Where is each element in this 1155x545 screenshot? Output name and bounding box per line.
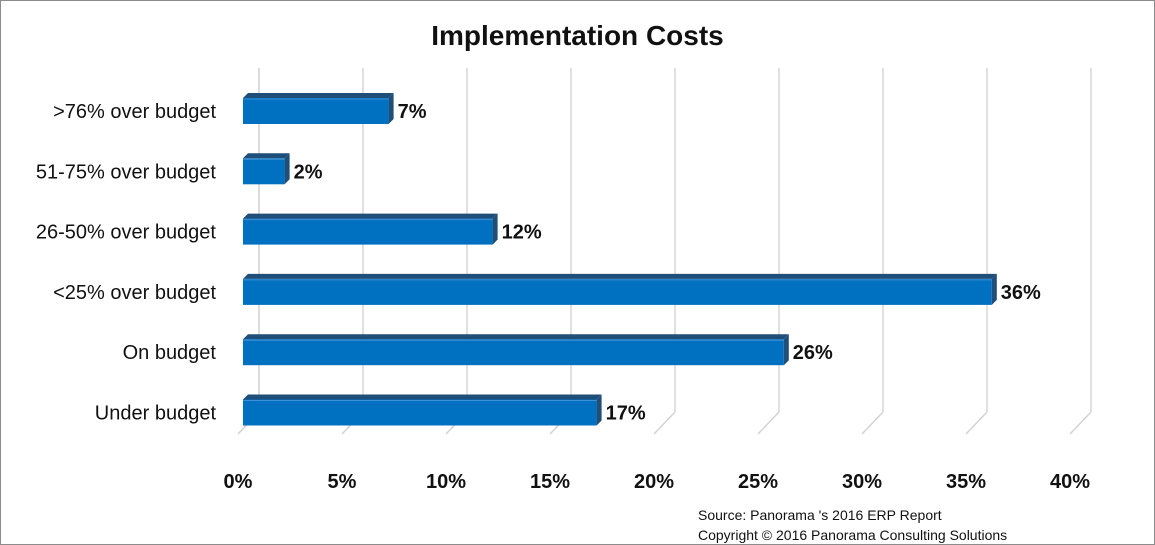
floor-gridline [965,411,988,435]
bar [243,98,389,124]
floor-gridline [1069,411,1092,435]
bar-side [284,153,290,185]
floor-gridline [861,411,884,435]
bar-side [991,273,997,305]
data-label: 2% [294,161,323,183]
chart-title: Implementation Costs [431,20,724,51]
bar-top [243,153,290,159]
x-tick-label: 25% [738,471,778,493]
bar-side [388,93,394,124]
data-label: 26% [793,342,833,364]
x-tick-label: 15% [530,471,570,493]
x-tick-label: 30% [842,471,882,493]
bar-top [243,394,602,400]
bar-top [243,93,394,98]
x-tick-label: 20% [634,471,674,493]
category-label: 51-75% over budget [36,161,217,183]
bar-top [243,213,498,219]
floor-gridline [653,411,676,435]
category-label: <25% over budget [53,282,216,304]
bar [243,278,992,305]
category-label: 26-50% over budget [36,222,217,244]
bar-top [243,273,997,279]
data-label: 7% [398,101,427,123]
x-tick-label: 0% [224,471,253,493]
source-note: Source: Panorama 's 2016 ERP Report Copy… [698,505,1007,545]
data-label: 17% [606,403,646,425]
bar-side [596,394,602,426]
source-line: Source: Panorama 's 2016 ERP Report [698,507,942,523]
bar-top [243,334,789,340]
copyright-line: Copyright © 2016 Panorama Consulting Sol… [698,527,1008,543]
bar-side [492,213,498,245]
bar [243,158,285,185]
bar [243,339,784,366]
category-label: Under budget [95,403,217,425]
floor-gridline [757,411,780,435]
data-label: 12% [502,222,542,244]
bar [243,218,493,245]
x-tick-label: 10% [426,471,466,493]
category-label: >76% over budget [53,101,216,123]
data-label: 36% [1001,282,1041,304]
x-tick-label: 40% [1050,471,1090,493]
x-tick-label: 35% [946,471,986,493]
bar [243,399,597,426]
bar-side [783,334,789,366]
category-label: On budget [123,342,217,364]
x-tick-label: 5% [328,471,357,493]
